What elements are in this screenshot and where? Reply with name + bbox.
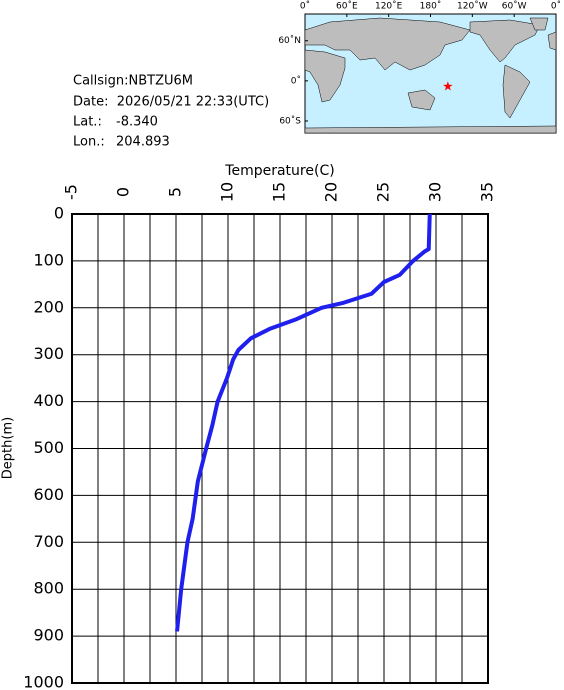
x-tick-label: 25 [374,182,393,202]
map-x-label: 120˚W [457,1,488,12]
x-tick-label: 30 [426,182,445,202]
y-tick-label: 0 [54,204,64,223]
profile-line [175,213,432,632]
map-x-label: 0˚ [551,1,561,12]
lat-value: -8.340 [116,115,158,130]
x-tick-label: -5 [62,184,81,200]
y-tick-label: 600 [33,485,64,504]
x-tick-label: 0 [114,187,133,197]
y-tick-label: 100 [33,250,64,269]
y-tick-label: 800 [33,579,64,598]
map-land [304,17,557,134]
y-tick-label: 900 [33,626,64,645]
date: Date: 2026/05/21 22:33(UTC) [73,95,269,110]
x-tick-label: 20 [322,182,341,202]
x-tick-label: 5 [166,187,185,197]
y-tick-label: 200 [33,297,64,316]
station-marker [443,81,453,91]
lon-value: 204.893 [116,135,170,150]
x-axis-title: Temperature(C) [224,163,334,179]
callsign: Callsign:NBTZU6M [73,74,193,89]
y-tick-label: 300 [33,344,64,363]
map-y-label: 60˚N [278,35,301,46]
map-x-label: 0˚ [300,1,310,12]
x-tick-label: 35 [478,182,497,202]
y-tick-label: 700 [33,532,64,551]
plot-frame [71,213,489,684]
y-axis-title: Depth(m) [1,417,16,479]
map-x-label: 60˚E [336,1,358,12]
y-tick-label: 400 [33,391,64,410]
lon-label: Lon.: [73,135,105,150]
map-y-label: 60˚S [279,115,301,126]
map-y-label: 0˚ [291,75,301,86]
x-tick-label: 10 [218,182,237,202]
lat-label: Lat.: [73,115,102,130]
map-x-label: 120˚E [375,1,403,12]
map-x-label: 60˚W [502,1,527,12]
y-tick-label: 1000 [23,673,64,690]
x-tick-label: 15 [270,182,289,202]
map-x-label: 180˚ [420,1,442,12]
y-tick-label: 500 [33,438,64,457]
